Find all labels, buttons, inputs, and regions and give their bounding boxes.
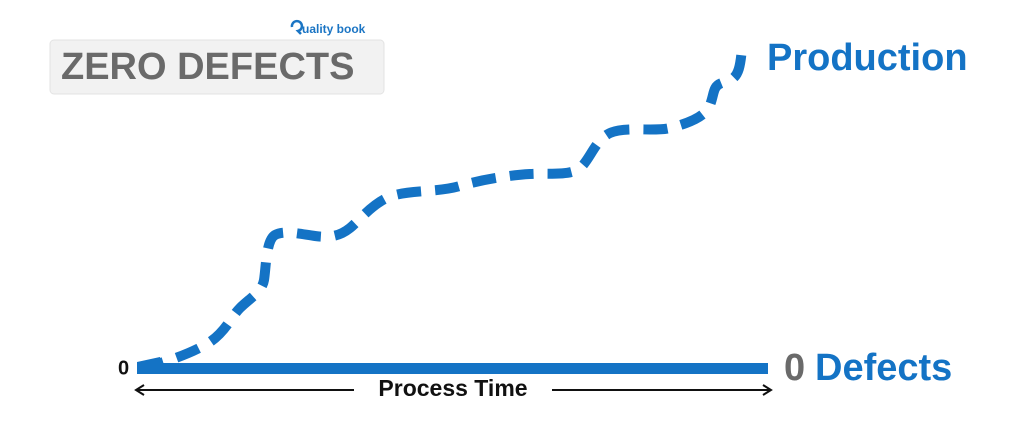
brand-name: uality book: [302, 22, 366, 36]
brand-logo: uality book: [290, 19, 366, 36]
title-box: [49, 39, 385, 95]
production-curve: [139, 47, 747, 373]
time-label: Process Time: [378, 375, 527, 401]
defects-line: [137, 357, 768, 374]
arrowhead-left: [134, 384, 145, 396]
origin-label: 0: [118, 357, 129, 379]
defects-count: 0: [784, 347, 805, 389]
time-arrow: [134, 384, 773, 396]
production-label: Production: [767, 37, 968, 79]
brand-icon: [290, 19, 304, 35]
arrowhead-right: [762, 384, 773, 396]
title: ZERO DEFECTS: [61, 46, 354, 88]
defects-label: Defects: [815, 347, 952, 389]
